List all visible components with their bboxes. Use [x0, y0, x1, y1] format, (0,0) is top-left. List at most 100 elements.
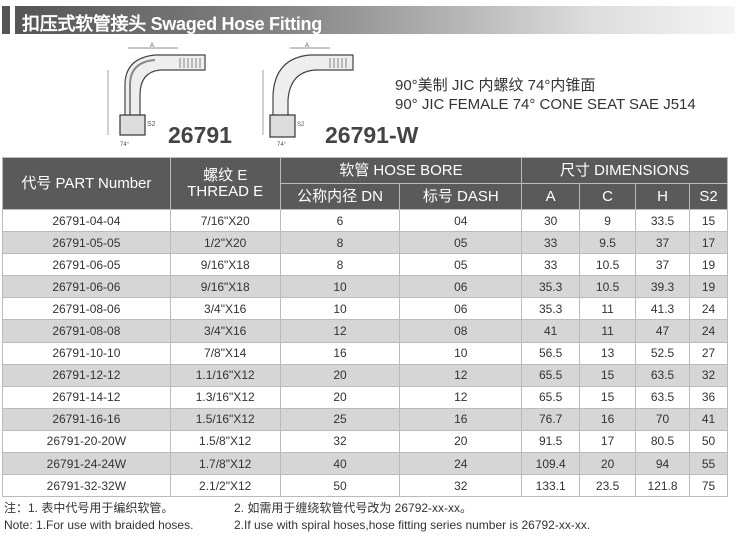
cell-c: 10.5: [579, 275, 637, 299]
cell-dash: 04: [399, 208, 523, 233]
cell-c: 13: [579, 341, 637, 365]
svg-text:A: A: [305, 43, 309, 49]
cell-part-number: 26791-24-24W: [2, 452, 171, 476]
cell-dn: 16: [279, 341, 401, 365]
cell-part-number: 26791-05-05: [2, 231, 171, 255]
model-number: 26791: [168, 122, 232, 148]
header-a: A: [521, 183, 581, 210]
table-row: 26791-06-06 9/16"X18 10 06 35.3 10.5 39.3 19: [2, 275, 728, 299]
cell-a: 65.5: [521, 385, 581, 409]
cell-h: 70: [635, 407, 690, 431]
cell-c: 17: [579, 429, 637, 454]
banner-accent: [2, 6, 10, 34]
cell-part-number: 26791-32-32W: [2, 474, 171, 498]
header-dash: 标号 DASH: [399, 183, 523, 210]
cell-part-number: 26791-06-05: [2, 253, 171, 277]
cell-thread: 2.1/2"X12: [169, 474, 281, 498]
cell-c: 11: [579, 319, 637, 343]
cell-h: 63.5: [635, 363, 690, 387]
svg-text:74°: 74°: [277, 142, 287, 148]
table-row: 26791-24-24W 1.7/8"X12 40 24 109.4 20 94 55: [2, 452, 728, 476]
svg-text:74°: 74°: [120, 142, 130, 148]
cell-dash: 05: [399, 253, 523, 277]
cell-dn: 50: [279, 474, 401, 498]
cell-dash: 16: [399, 407, 523, 431]
cell-dash: 12: [399, 363, 523, 387]
cell-c: 10.5: [579, 253, 637, 277]
cell-dn: 40: [279, 452, 401, 476]
header-dn: 公称内径 DN: [279, 183, 401, 210]
table-row: 26791-05-05 1/2"X20 8 05 33 9.5 37 17: [2, 231, 728, 255]
cell-dn: 25: [279, 407, 401, 431]
cell-s2: 19: [689, 275, 728, 299]
svg-text:S2: S2: [147, 121, 156, 128]
cell-c: 16: [579, 407, 637, 431]
cell-a: 33: [521, 253, 581, 277]
cell-dash: 32: [399, 474, 523, 498]
cell-a: 65.5: [521, 363, 581, 387]
table-row: 26791-32-32W 2.1/2"X12 50 32 133.1 23.5 121.8 7…: [2, 474, 728, 498]
cell-a: 33: [521, 231, 581, 255]
cell-s2: 50: [689, 429, 728, 454]
note-en-2: 2.If use with spiral hoses,hose fitting …: [234, 518, 591, 532]
header-c: C: [579, 183, 637, 210]
svg-text:S2: S2: [297, 122, 305, 128]
table-row: 26791-08-08 3/4"X16 12 08 41 11 47 24: [2, 319, 728, 343]
cell-thread: 1.7/8"X12: [169, 452, 281, 476]
cell-thread: 1.5/16"X12: [169, 407, 281, 431]
cell-thread: 7/16"X20: [169, 208, 281, 233]
cell-h: 37: [635, 231, 690, 255]
header-dimensions: 尺寸 DIMENSIONS: [521, 157, 728, 184]
cell-h: 94: [635, 452, 690, 476]
specification-table: 代号 PART Number 螺纹 E THREAD E 软管 HOSE BORE…: [2, 157, 728, 498]
cell-c: 23.5: [579, 474, 637, 498]
cell-dash: 06: [399, 297, 523, 321]
cell-a: 30: [521, 208, 581, 233]
cell-h: 41.3: [635, 297, 690, 321]
table-row: 26791-16-16 1.5/16"X12 25 16 76.7 16 70 41: [2, 407, 728, 431]
cell-h: 33.5: [635, 208, 690, 233]
cell-h: 47: [635, 319, 690, 343]
cell-c: 9.5: [579, 231, 637, 255]
cell-dn: 10: [279, 297, 401, 321]
cell-a: 133.1: [521, 474, 581, 498]
cell-c: 15: [579, 363, 637, 387]
cell-part-number: 26791-16-16: [2, 407, 171, 431]
table-row: 26791-06-05 9/16"X18 8 05 33 10.5 37 19: [2, 253, 728, 277]
cell-a: 41: [521, 319, 581, 343]
cell-dn: 6: [279, 208, 401, 233]
model-number-w: 26791-W: [325, 122, 419, 148]
header-s2: S2: [689, 183, 728, 210]
note-en-1: Note: 1.For use with braided hoses.: [4, 518, 194, 532]
cell-dash: 05: [399, 231, 523, 255]
description-cn: 90°美制 JIC 内螺纹 74°内锥面: [395, 77, 596, 94]
cell-part-number: 26791-08-08: [2, 319, 171, 343]
cell-c: 9: [579, 208, 637, 233]
cell-dn: 12: [279, 319, 401, 343]
cell-part-number: 26791-04-04: [2, 208, 171, 233]
cell-dash: 08: [399, 319, 523, 343]
table-row: 26791-14-12 1.3/16"X12 20 12 65.5 15 63.5 36: [2, 385, 728, 409]
header-part-number: 代号 PART Number: [2, 157, 171, 210]
cell-s2: 32: [689, 363, 728, 387]
cell-part-number: 26791-12-12: [2, 363, 171, 387]
cell-s2: 41: [689, 407, 728, 431]
cell-dash: 06: [399, 275, 523, 299]
cell-s2: 19: [689, 253, 728, 277]
cell-h: 37: [635, 253, 690, 277]
cell-thread: 3/4"X16: [169, 297, 281, 321]
cell-a: 109.4: [521, 452, 581, 476]
cell-s2: 75: [689, 474, 728, 498]
cell-dn: 8: [279, 253, 401, 277]
cell-c: 15: [579, 385, 637, 409]
title-banner: 扣压式软管接头 Swaged Hose Fitting: [0, 4, 740, 34]
cell-dash: 24: [399, 452, 523, 476]
svg-text:A: A: [150, 43, 154, 49]
cell-part-number: 26791-10-10: [2, 341, 171, 365]
cell-h: 80.5: [635, 429, 690, 454]
cell-thread: 9/16"X18: [169, 253, 281, 277]
page-title: 扣压式软管接头 Swaged Hose Fitting: [22, 14, 322, 34]
cell-h: 121.8: [635, 474, 690, 498]
header-h: H: [635, 183, 690, 210]
cell-dash: 10: [399, 341, 523, 365]
